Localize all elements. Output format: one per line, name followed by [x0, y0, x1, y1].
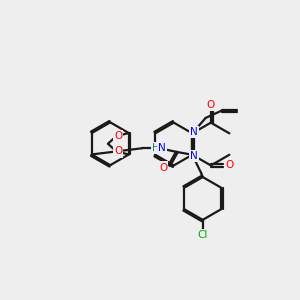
Text: O: O [159, 163, 167, 172]
Text: N: N [158, 143, 166, 153]
Text: Cl: Cl [197, 230, 208, 240]
Text: H: H [152, 143, 160, 153]
Text: N: N [190, 127, 198, 137]
Text: O: O [114, 131, 122, 141]
Text: O: O [114, 146, 122, 157]
Text: O: O [226, 160, 234, 170]
Text: O: O [207, 100, 215, 110]
Text: N: N [190, 151, 198, 161]
